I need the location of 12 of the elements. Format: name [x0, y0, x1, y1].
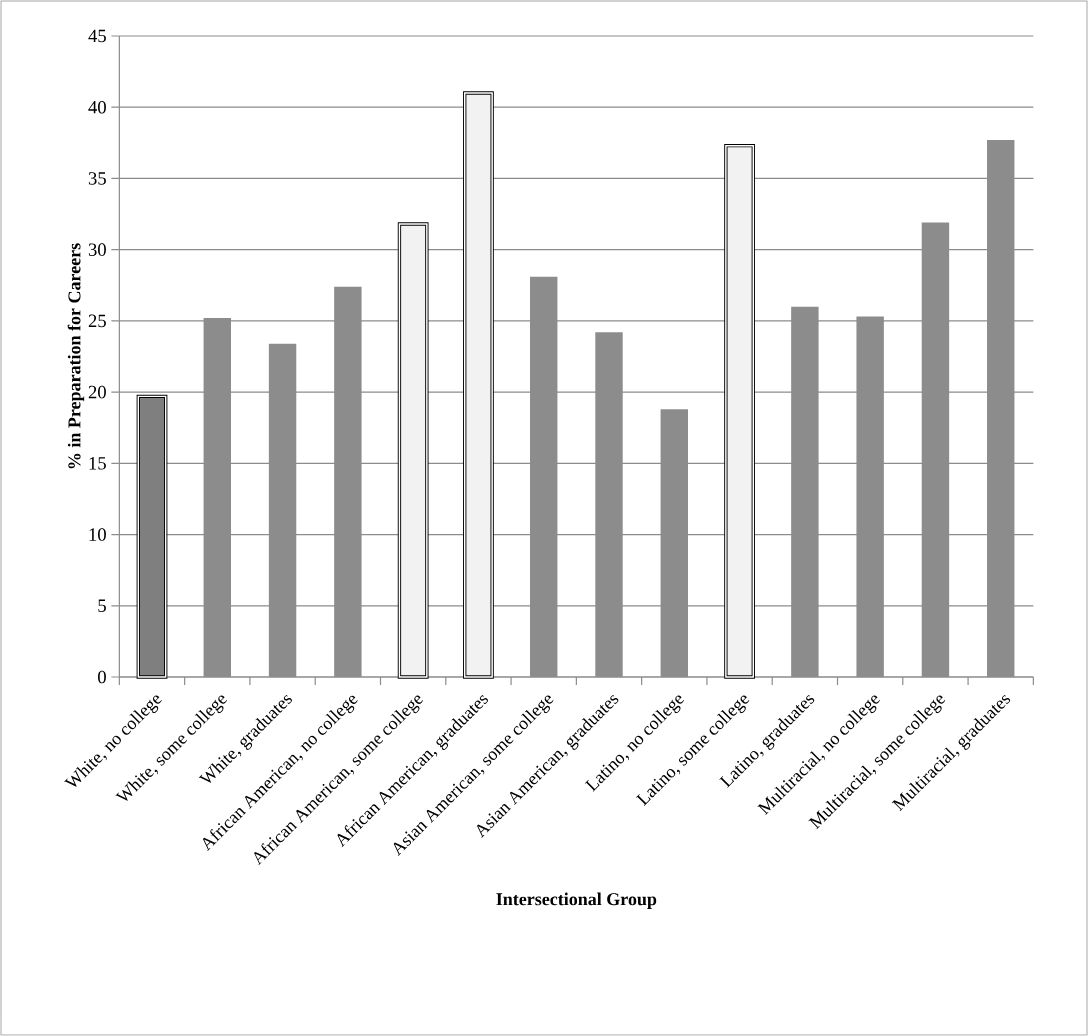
y-tick-label: 40 [88, 100, 106, 114]
y-tick-label: 35 [88, 172, 106, 185]
y-tick-label: 10 [89, 528, 106, 541]
y-axis-title: % in Preparation for Careers [67, 243, 85, 469]
y-tick-label: 20 [88, 385, 106, 399]
y-tick-label: 5 [98, 599, 106, 612]
x-axis-title: Intersectional Group [496, 892, 657, 909]
y-tick-label: 45 [88, 29, 106, 43]
y-tick-label: 0 [98, 670, 106, 684]
y-tick-label: 30 [88, 243, 106, 256]
y-tick-label: 25 [88, 314, 106, 328]
y-tick-label: 15 [89, 457, 106, 470]
